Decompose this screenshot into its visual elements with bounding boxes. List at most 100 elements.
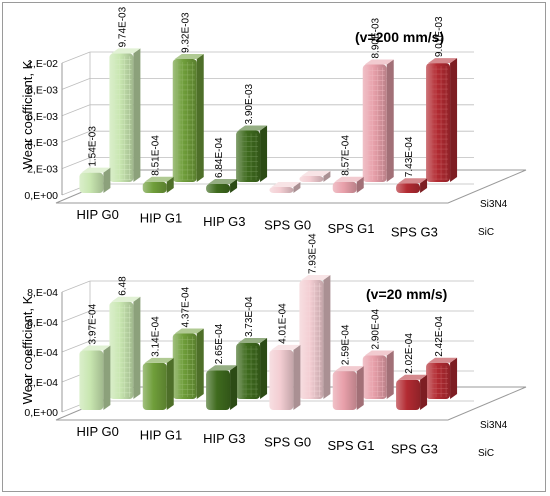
bar-si3n4-hip-g0-top [111,48,141,54]
bar-si3n4-hip-g1-side [196,53,204,183]
bar-sic-hip-g0-top [81,167,111,173]
bar-sic-hip-g0 [79,345,111,410]
y-axis-label-200mms: Wear coefficient, K [20,60,35,169]
category-label-hip-g0: HIP G0 [76,424,118,439]
data-label-si3n4-hip-g3: 3.73E-04 [244,296,255,337]
y-tick-label: 2,E-03 [27,164,58,176]
data-label-sic-sps-g1: 8.57E-04 [341,135,352,176]
bar-sic-sps-g3-side [420,374,428,410]
bar-sic-hip-g1-front [142,181,167,193]
bar-si3n4-sps-g3-front [426,63,451,182]
bar-si3n4-hip-g0-side [133,296,141,399]
bar-sic-hip-g3-top [208,178,238,184]
data-label-si3n4-sps-g0: 7.93E-04 [307,233,318,274]
bar-si3n4-sps-g3-side [450,357,458,399]
bar-sic-hip-g0 [79,167,111,193]
depth-label-si3n4: Si3N4 [480,199,508,210]
chart-panel-200mms: (v=200 mm/s) Wear coefficient, K 0,E+00 2… [20,6,527,240]
bar-sic-sps-g1 [332,176,364,193]
bar-sic-hip-g1 [142,176,174,193]
data-label-si3n4-sps-g1: 8.90E-03 [371,17,382,58]
category-label-sps-g1: SPS G1 [328,221,375,236]
bar-sic-sps-g0 [269,344,301,410]
bar-sic-sps-g3 [396,374,428,410]
y-tick-label: 0,E+00 [24,407,58,419]
bar-si3n4-hip-g3-top [238,125,268,131]
data-label-sic-sps-g3: 2.02E-04 [404,333,415,374]
bar-sic-hip-g3-top [208,365,238,371]
bar-si3n4-sps-g1-front [362,355,387,399]
bar-sic-hip-g3 [206,178,238,193]
bar-sic-hip-g0-front [79,350,104,410]
bar-si3n4-hip-g3 [236,338,268,399]
y-tick-label: 6,E-04 [27,317,58,329]
bar-sic-hip-g0-side [103,167,111,193]
bar-si3n4-hip-g0-side [133,48,141,182]
bar-si3n4-sps-g0 [299,171,331,182]
bar-si3n4-sps-g1-side [386,59,394,182]
bar-si3n4-hip-g0-front [109,301,134,399]
category-label-hip-g1: HIP G1 [140,428,182,443]
data-label-si3n4-sps-g3: 2.42E-04 [434,316,445,357]
bar-sic-hip-g0-side [103,345,111,410]
bar-sic-sps-g0 [269,182,301,193]
bar-si3n4-sps-g3-top [428,58,458,64]
bar-sic-hip-g3-front [206,370,231,410]
bar-si3n4-hip-g1-top [174,328,204,334]
category-label-hip-g0: HIP G0 [76,207,118,222]
bar-sic-hip-g3 [206,365,238,410]
data-label-sic-hip-g0: 3.97E-04 [87,303,98,344]
bar-si3n4-sps-g0-front [299,280,324,399]
chart-panel-20mms: (v=20 mm/s) Wear coefficient, K 0,E+00 2,… [20,233,527,459]
bar-sic-sps-g0-side [293,344,301,410]
bar-si3n4-hip-g1-top [174,53,204,59]
category-label-hip-g3: HIP G3 [203,214,245,229]
bar-sic-sps-g3-front [396,183,421,193]
y-tick-label: 0,E+00 [24,190,58,202]
data-label-sic-hip-g3: 2.65E-04 [214,323,225,364]
chart-title-200mms: (v=200 mm/s) [355,29,444,45]
data-label-sic-hip-g1: 8.51E-04 [151,135,162,176]
y-tick-label: 4,E-03 [27,137,58,149]
bar-si3n4-hip-g1 [172,328,204,399]
bar-si3n4-sps-g3-top [428,357,458,363]
bar-sic-hip-g3-front [206,183,231,193]
data-label-sic-sps-g0: 4.01E-04 [277,303,288,344]
bar-sic-sps-g1 [332,366,364,410]
bar-sic-sps-g3 [396,178,428,193]
gridline [61,104,91,117]
gridline [61,157,91,169]
bar-si3n4-hip-g1-front [172,333,197,399]
chart-title-20mms: (v=20 mm/s) [366,286,447,302]
bar-si3n4-hip-g1-side [196,328,204,399]
bar-sic-sps-g1-front [332,181,357,193]
data-label-si3n4-hip-g3: 3.90E-03 [244,83,255,124]
bar-sic-hip-g3-side [230,365,238,410]
bar-si3n4-sps-g0-top [301,275,331,281]
category-label-hip-g3: HIP G3 [203,431,245,446]
data-label-si3n4-hip-g1: 9.32E-03 [181,12,192,53]
bar-sic-sps-g0-side [293,182,301,193]
data-label-si3n4-hip-g0: 9.74E-03 [117,6,128,47]
bar-si3n4-sps-g0-front [299,176,324,182]
gridline [61,280,91,293]
bar-sic-hip-g1-top [144,357,174,363]
category-label-sps-g0: SPS G0 [264,218,311,233]
bar-si3n4-hip-g3-top [238,338,268,344]
bar-sic-hip-g1-side [166,176,174,193]
bar-sic-hip-g0-front [79,172,104,193]
bar-si3n4-sps-g1-front [362,64,387,182]
depth-label-sic: SiC [478,448,494,459]
bar-sic-sps-g3-side [420,178,428,193]
y-tick-label: 6,E-03 [27,111,58,123]
bar-si3n4-hip-g3-side [260,338,268,399]
bar-si3n4-sps-g1-top [364,350,394,356]
y-tick-label: 4,E-04 [27,347,58,359]
data-label-si3n4-sps-g1: 2.90E-04 [371,308,382,349]
bar-sic-hip-g1-side [166,357,174,410]
bar-si3n4-sps-g0-side [323,171,331,182]
y-tick-label: 2,E-04 [27,377,58,389]
bar-si3n4-hip-g0-front [109,53,134,182]
y-tick-label: 1,E-02 [27,58,58,70]
